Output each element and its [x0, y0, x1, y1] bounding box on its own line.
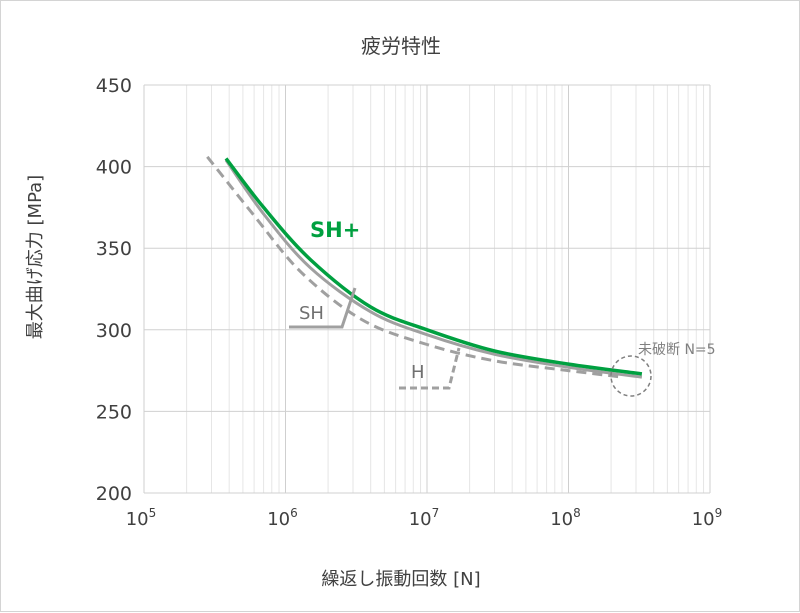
x-tick-labels: 105 106 107 108 109: [126, 506, 723, 530]
series-line-sh: [224, 159, 643, 379]
y-tick-label: 400: [96, 157, 132, 179]
x-tick-label: 105: [126, 506, 157, 530]
y-tick-label: 250: [96, 401, 132, 423]
x-tick-label: 108: [550, 506, 581, 530]
y-tick-label: 350: [96, 238, 132, 260]
grid-lines: [143, 84, 711, 494]
label-runout: 未破断 N=5: [638, 342, 716, 358]
runout-circle: [610, 355, 652, 397]
series-line-sh-plus: [224, 157, 643, 376]
y-tick-label: 450: [96, 75, 132, 97]
x-axis-label: 繰返し振動回数 [N]: [321, 569, 480, 590]
label-h: H: [411, 362, 425, 383]
x-tick-label: 106: [267, 506, 298, 530]
leader-h: [399, 347, 461, 390]
chart-title: 疲労特性: [361, 34, 441, 58]
y-tick-labels: 200 250 300 350 400 450: [96, 75, 132, 505]
series-lines: [206, 155, 643, 379]
x-tick-label: 109: [692, 506, 723, 530]
y-axis-label: 最大曲げ応力 [MPa]: [25, 175, 46, 339]
x-tick-label: 107: [409, 506, 440, 530]
y-tick-label: 200: [96, 483, 132, 505]
leader-sh: [289, 287, 357, 329]
label-sh: SH: [299, 303, 324, 324]
y-tick-label: 300: [96, 320, 132, 342]
series-line-h: [206, 155, 623, 379]
label-sh-plus: SH+: [310, 218, 360, 242]
